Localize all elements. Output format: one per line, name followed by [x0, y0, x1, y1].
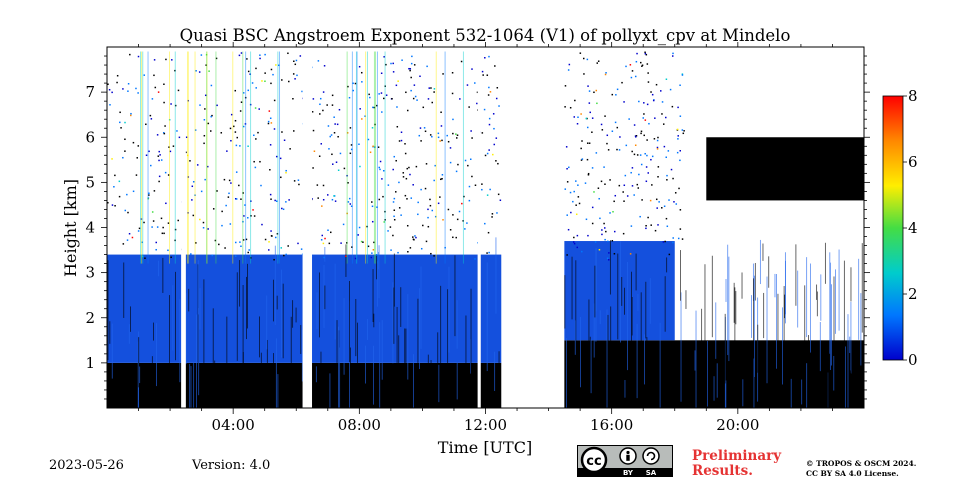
colorbar-tick-label: 0	[908, 351, 918, 369]
x-axis: 04:00 08:00 12:00 16:00 20:00	[138, 42, 833, 434]
version-label: Version: 4.0	[192, 458, 271, 473]
layer-4	[706, 137, 864, 201]
license-by-label: BY	[623, 469, 634, 476]
cc-icon	[580, 446, 608, 474]
cc-icon-text: cc	[586, 454, 601, 469]
colorbar-tick-label: 6	[908, 153, 918, 171]
y-tick-label: 5	[85, 173, 95, 191]
x-tick-label: 20:00	[716, 416, 759, 434]
copyright-line-1: © TROPOS & OSCM 2024.	[806, 459, 917, 468]
y-tick-label: 7	[85, 83, 95, 101]
x-axis-label: Time [UTC]	[438, 438, 532, 457]
x-tick-label: 12:00	[464, 416, 507, 434]
x-tick-label: 08:00	[338, 416, 381, 434]
signal-texture	[107, 47, 863, 408]
colorbar-tick-label: 2	[908, 285, 918, 303]
cc-badge-graphic: cc BY SA	[578, 446, 672, 477]
colorbar	[882, 95, 904, 361]
cc-license-badge[interactable]: cc BY SA	[577, 445, 673, 477]
y-tick-label: 4	[85, 219, 95, 237]
x-tick-label: 16:00	[590, 416, 633, 434]
preliminary-notice: Preliminary Results.	[692, 449, 781, 479]
y-tick-label: 1	[85, 354, 95, 372]
y-axis: 1 2 3 4 5 6 7	[85, 55, 870, 400]
copyright-notice: © TROPOS & OSCM 2024. CC BY SA 4.0 Licen…	[806, 459, 916, 479]
date-label: 2023-05-26	[49, 458, 124, 473]
y-tick-label: 2	[85, 309, 95, 327]
preliminary-line-1: Preliminary	[692, 448, 782, 464]
y-tick-label: 3	[85, 264, 95, 282]
colorbar-tick-label: 8	[908, 87, 918, 105]
license-sa-label: SA	[646, 469, 657, 476]
layer-3	[564, 241, 675, 341]
y-tick-label: 6	[85, 128, 95, 146]
y-axis-label: Height [km]	[61, 179, 80, 277]
preliminary-line-2: Results.	[692, 463, 753, 479]
copyright-line-2: CC BY SA 4.0 License.	[806, 469, 899, 478]
colorbar-axis: 0 2 4 6 8	[903, 87, 918, 369]
plot-area	[107, 47, 864, 408]
x-tick-label: 04:00	[212, 416, 255, 434]
chart-title: Quasi BSC Angstroem Exponent 532-1064 (V…	[180, 26, 791, 45]
colorbar-tick-label: 4	[908, 219, 918, 237]
share-alike-icon	[642, 447, 660, 465]
